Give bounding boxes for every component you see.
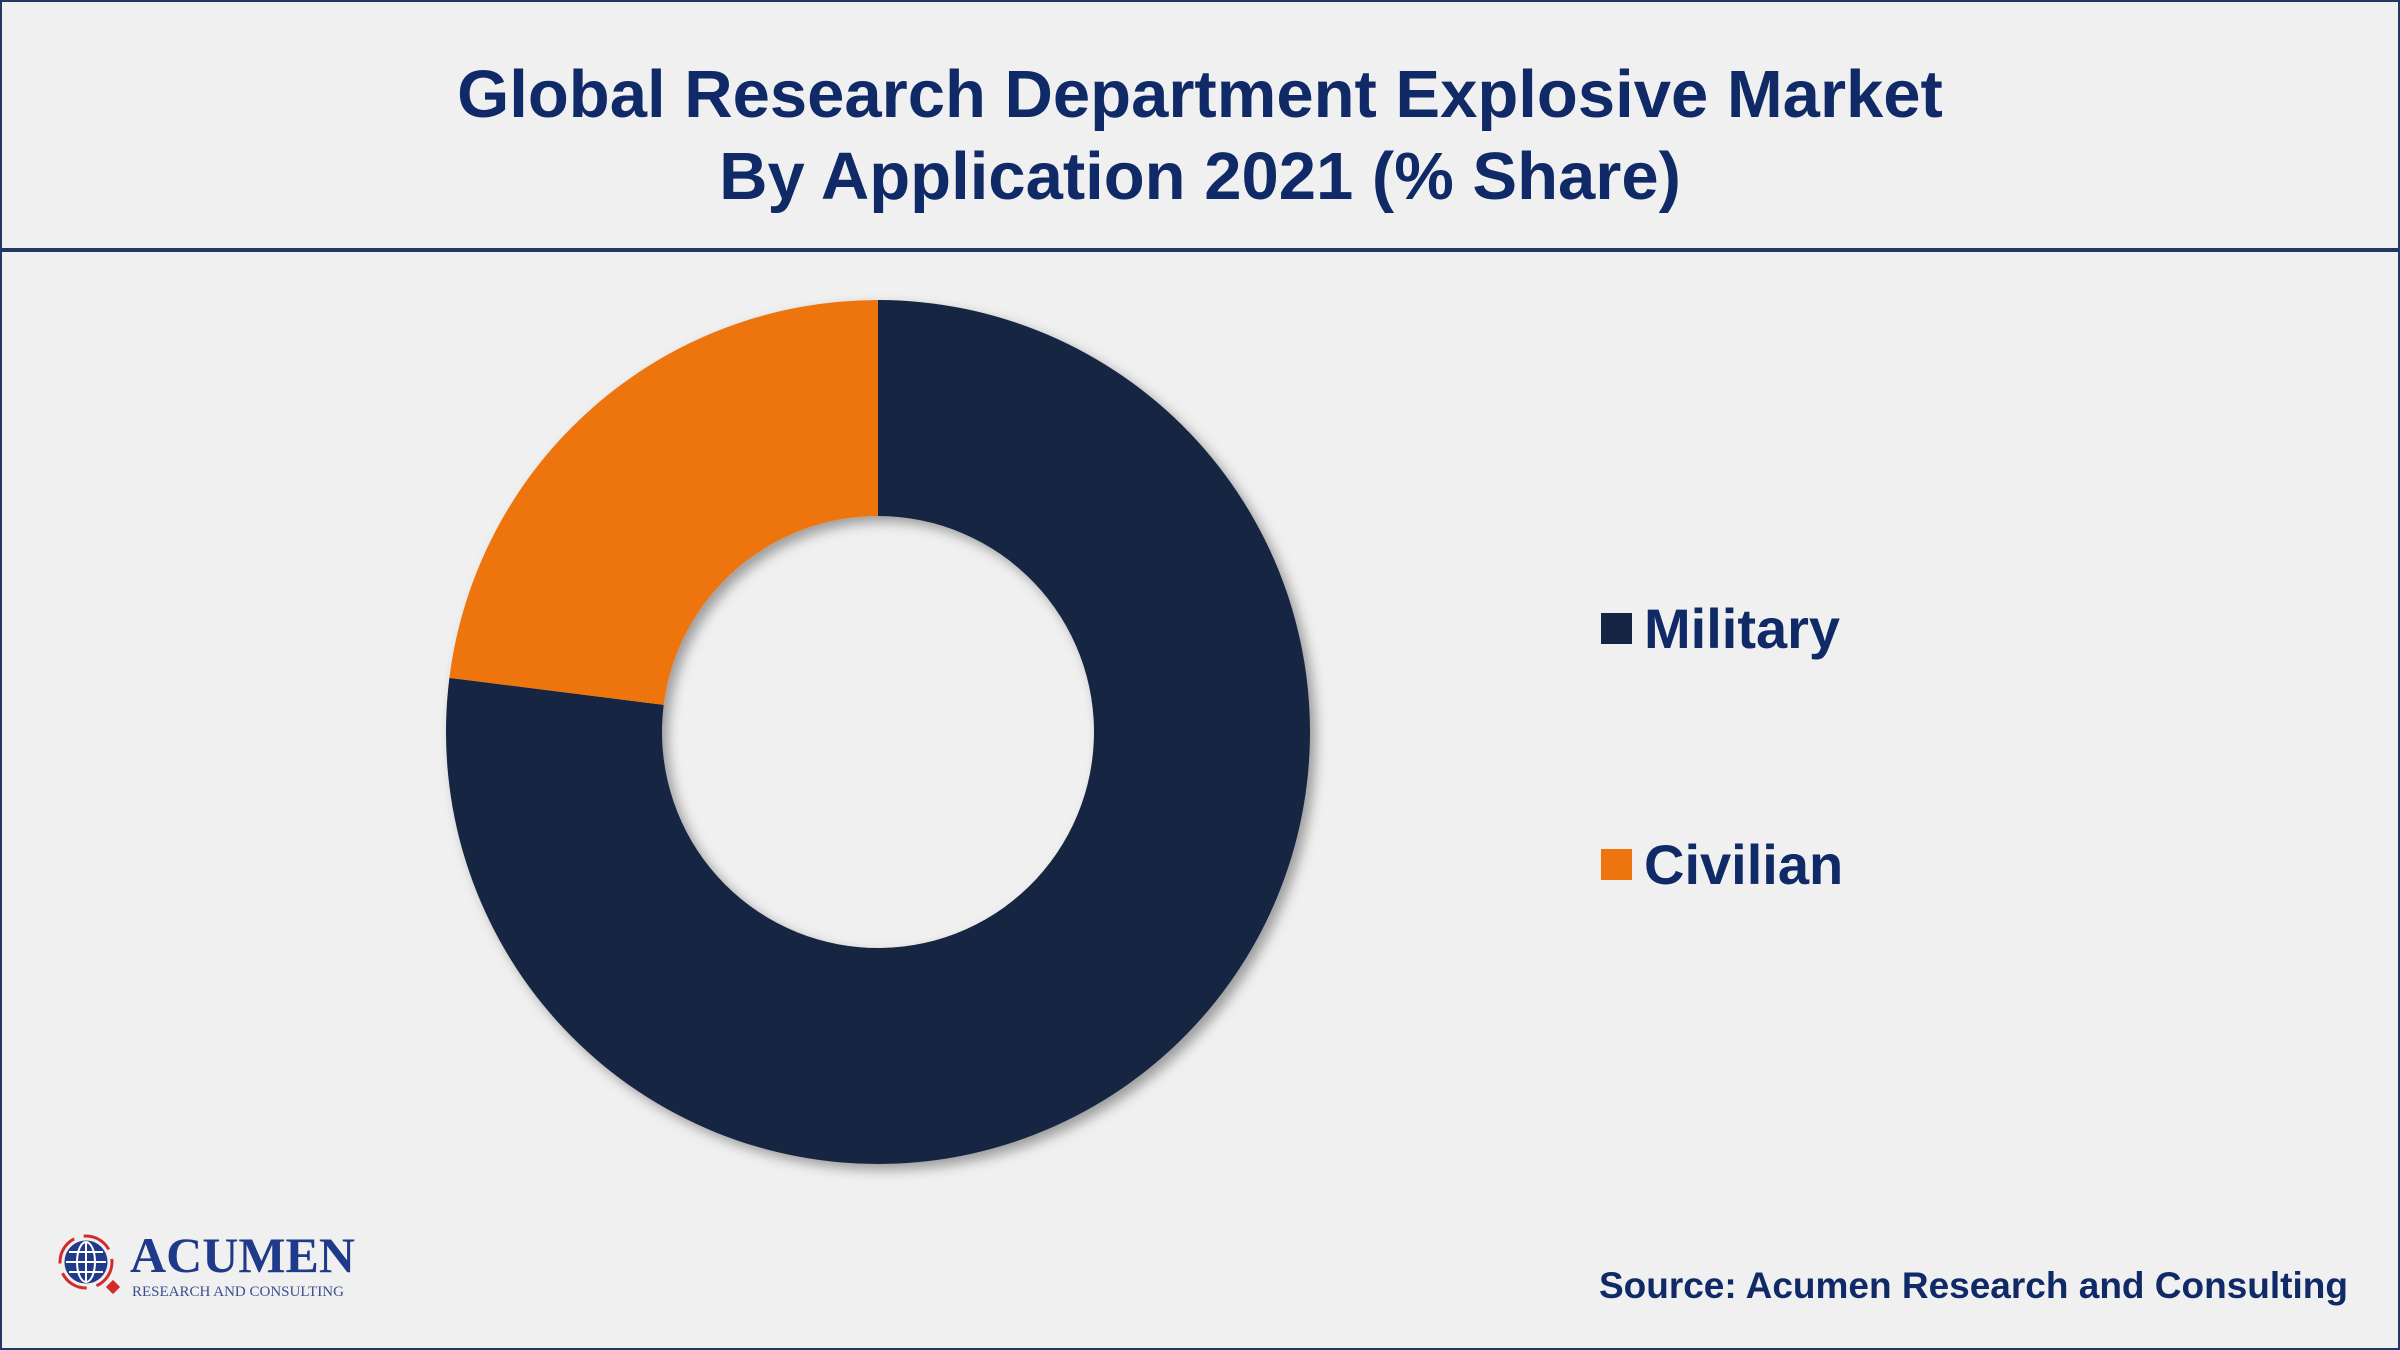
chart-title-line1: Global Research Department Explosive Mar… xyxy=(457,57,1943,132)
donut-slice-civilian xyxy=(449,300,878,705)
legend-item-military: Military xyxy=(1601,596,1840,661)
svg-text:RESEARCH AND CONSULTING: RESEARCH AND CONSULTING xyxy=(132,1284,344,1300)
donut-slice-military xyxy=(446,300,1311,1164)
legend-swatch-civilian xyxy=(1601,849,1632,880)
legend-label-civilian: Civilian xyxy=(1644,833,1844,896)
legend-swatch-military xyxy=(1601,613,1632,644)
svg-text:ACUMEN: ACUMEN xyxy=(130,1227,355,1283)
chart-title-line2: By Application 2021 (% Share) xyxy=(719,139,1681,214)
legend-label-military: Military xyxy=(1644,597,1841,660)
legend-item-civilian: Civilian xyxy=(1601,832,1843,897)
source-note: Source: Acumen Research and Consulting xyxy=(1598,1265,2348,1306)
title-box: Global Research Department Explosive Mar… xyxy=(0,0,2400,252)
acumen-logo: ACUMEN RESEARCH AND CONSULTING xyxy=(48,1222,388,1307)
